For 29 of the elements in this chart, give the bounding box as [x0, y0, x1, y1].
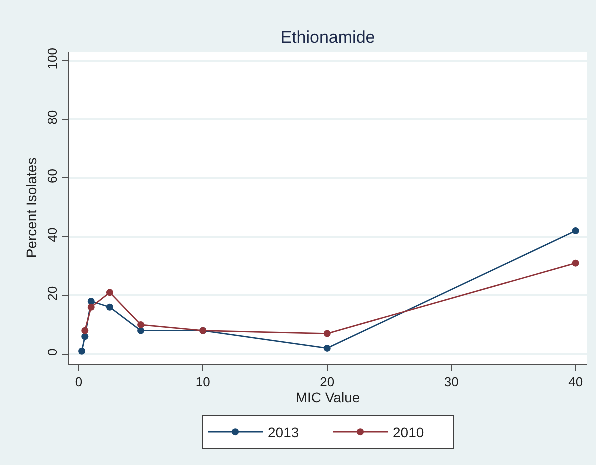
- x-tick-label: 0: [75, 374, 83, 390]
- point: [324, 330, 331, 338]
- point: [572, 260, 580, 267]
- point: [88, 298, 95, 305]
- x-tick-label: 40: [568, 374, 584, 390]
- point: [82, 333, 89, 340]
- point: [572, 228, 580, 235]
- y-tick-label: 100: [44, 48, 60, 70]
- y-tick-label: 20: [44, 286, 60, 301]
- x-tick-label: 30: [444, 374, 459, 390]
- y-tick-label: 0: [44, 348, 60, 356]
- point: [138, 321, 145, 328]
- y-axis-title: Percent Isolates: [23, 158, 40, 258]
- x-tick-label: 10: [196, 374, 210, 390]
- x-tick-label: 20: [320, 374, 335, 390]
- point: [82, 327, 89, 334]
- legend-label: 2010: [393, 424, 424, 441]
- chart-title: Ethionamide: [280, 28, 376, 47]
- point: [78, 348, 86, 355]
- y-tick-label: 60: [44, 169, 60, 184]
- point: [138, 327, 145, 334]
- legend-label: 2013: [268, 424, 300, 441]
- point: [324, 344, 331, 352]
- point: [88, 304, 95, 311]
- point: [106, 304, 114, 311]
- point: [106, 289, 114, 296]
- x-axis-title: MIC Value: [296, 390, 360, 406]
- y-tick-label: 80: [44, 110, 60, 125]
- y-tick-label: 40: [44, 228, 60, 242]
